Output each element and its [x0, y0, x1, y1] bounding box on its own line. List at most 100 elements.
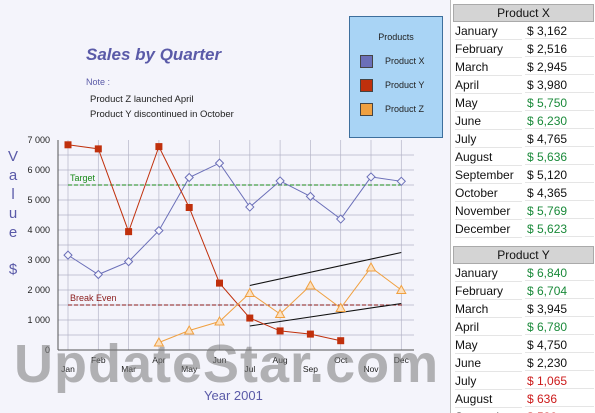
x-tick-label: Jan	[61, 364, 75, 374]
table-cell-value: $ 6,780	[525, 318, 594, 335]
table-row: August $ 5,636	[453, 148, 594, 166]
table-row: May $ 5,750	[453, 94, 594, 112]
data-point-product-y	[246, 314, 254, 322]
table-cell-month: March	[455, 300, 522, 318]
table-row: January $ 6,840	[453, 264, 594, 282]
x-tick-label: Apr	[152, 355, 165, 365]
table-row: July $ 4,765	[453, 130, 594, 148]
table-cell-month: May	[455, 94, 522, 112]
data-point-product-z	[365, 261, 377, 272]
chart-legend: Products Product X Product Y Product Z	[349, 16, 443, 138]
data-point-product-z	[244, 287, 256, 297]
table-cell-month: March	[455, 58, 522, 76]
table-cell-month: July	[455, 130, 522, 148]
data-point-product-y	[94, 145, 102, 153]
table-cell-month: April	[455, 318, 522, 336]
table-cell-value: $ 5,623	[525, 220, 594, 237]
y-tick-label: 0	[45, 345, 50, 355]
data-point-product-z	[214, 315, 225, 326]
trend-line	[249, 251, 402, 287]
data-point-product-z	[395, 284, 407, 294]
table-cell-month: December	[455, 220, 522, 238]
table-row: March $ 2,945	[453, 58, 594, 76]
table-cell-value: $ 4,765	[525, 130, 594, 147]
table-cell-month: May	[455, 336, 522, 354]
table-cell-value: $ 3,162	[525, 22, 594, 39]
x-tick-label: Jul	[244, 364, 255, 374]
table-cell-value: $ 4,365	[525, 184, 594, 201]
x-tick-label: Dec	[394, 355, 410, 365]
table-cell-month: February	[455, 282, 522, 300]
table-row: May $ 4,750	[453, 336, 594, 354]
table-cell-value: $ 4,750	[525, 336, 594, 353]
watermark: UpdateStar.com	[14, 334, 440, 394]
data-point-product-z	[274, 308, 286, 318]
table-cell-month: June	[455, 354, 522, 372]
table-row: April $ 6,780	[453, 318, 594, 336]
y-axis-label-char: l	[11, 186, 15, 203]
data-point-product-y	[185, 204, 193, 211]
data-point-product-z	[153, 336, 165, 347]
table-cell-month: April	[455, 76, 522, 94]
table-cell-value: $ 5,636	[525, 148, 594, 165]
legend-swatch-product-x	[360, 55, 373, 68]
data-point-product-x	[245, 202, 255, 212]
data-point-product-x	[305, 191, 316, 202]
data-point-product-y	[216, 279, 223, 287]
data-point-product-x	[366, 172, 376, 182]
data-point-product-y	[276, 327, 284, 335]
y-axis-label-char: $	[8, 261, 18, 278]
data-point-product-z	[183, 324, 195, 335]
table-cell-value: $ 5,769	[525, 202, 594, 219]
y-tick-label: 1 000	[27, 315, 50, 325]
table-row: September$ 530	[453, 408, 594, 413]
legend-title: Products	[378, 32, 414, 42]
x-tick-label: Nov	[363, 364, 379, 374]
series-line-product-x	[67, 162, 402, 276]
table-cell-month: August	[455, 148, 522, 166]
data-point-product-y	[125, 228, 133, 236]
note-line-2: Product Y discontinued in October	[90, 109, 234, 120]
y-axis-label-char: a	[8, 167, 18, 184]
table-cell-value: $ 3,945	[525, 300, 594, 317]
table-cell-value: $ 5,750	[525, 94, 594, 111]
table-header-product-y: Product Y	[453, 246, 594, 264]
data-point-product-x	[335, 214, 346, 224]
y-tick-label: 4 000	[27, 225, 50, 235]
x-tick-label: Aug	[273, 355, 288, 365]
table-cell-value: $ 6,704	[525, 282, 594, 299]
note-label: Note :	[86, 77, 111, 87]
data-point-product-y	[155, 143, 163, 151]
x-tick-label: Oct	[334, 355, 348, 365]
y-axis-label-char: V	[7, 148, 18, 165]
data-point-product-z	[335, 302, 347, 312]
data-point-product-x	[123, 256, 134, 267]
table-cell-value: $ 2,516	[525, 40, 594, 57]
table-cell-month: November	[455, 202, 522, 220]
table-row: October $ 4,365	[453, 184, 594, 202]
y-tick-label: 2 000	[27, 285, 50, 295]
data-point-product-x	[154, 225, 164, 236]
chart-title: Sales by Quarter	[86, 45, 222, 64]
table-row: June $ 6,230	[453, 112, 594, 130]
table-cell-month: August	[455, 390, 522, 408]
legend-label-product-z: Product Z	[385, 104, 425, 114]
table-row: September $ 5,120	[453, 166, 594, 184]
data-point-product-x	[214, 158, 225, 168]
table-row: July $ 1,065	[453, 372, 594, 390]
table-row: April $ 3,980	[453, 76, 594, 94]
table-cell-value: $ 2,945	[525, 58, 594, 75]
table-cell-value: $ 1,065	[525, 372, 594, 389]
data-point-product-z	[305, 279, 316, 290]
table-cell-month: July	[455, 372, 522, 390]
data-point-product-x	[93, 269, 104, 280]
line-chart: 0 1 000 2 000 3 000 4 000 5 000 6 000 7 000 Jan F…	[27, 135, 414, 374]
reference-label-target: Target	[70, 173, 96, 183]
table-cell-value: $ 636	[525, 390, 594, 407]
x-axis-label: Year 2001	[204, 388, 263, 403]
legend-swatch-product-y	[360, 79, 373, 92]
data-point-product-y	[337, 337, 345, 345]
x-tick-label: May	[181, 364, 198, 374]
table-cell-value: $ 2,230	[525, 354, 594, 371]
table-row: February $ 6,704	[453, 282, 594, 300]
